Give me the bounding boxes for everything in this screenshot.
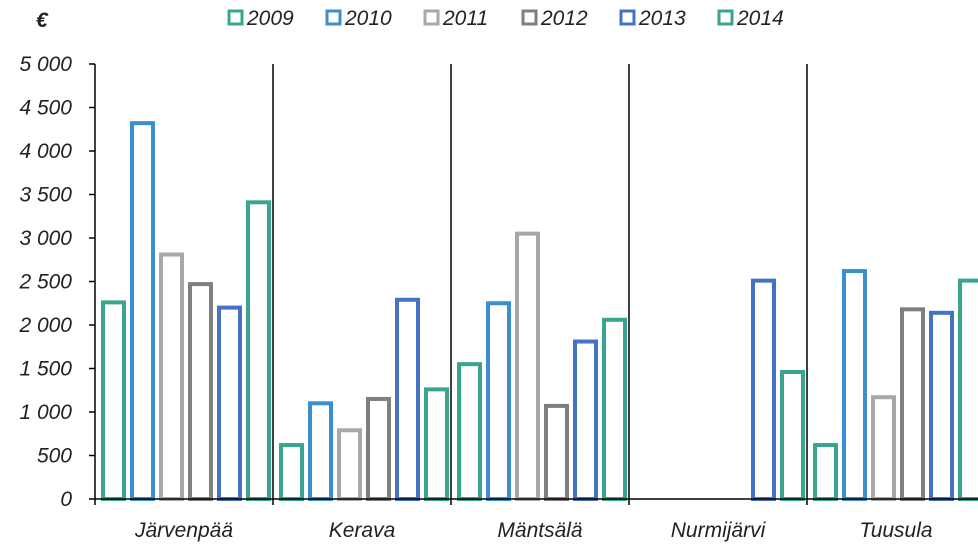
legend-label: 2013	[638, 7, 686, 30]
y-tick-label: 3 000	[19, 227, 72, 250]
bar-2012-kerava	[366, 396, 391, 502]
y-tick-label: 4 500	[19, 97, 72, 120]
bar-2011-kerava	[337, 428, 362, 501]
bar-2012-järvenpää	[188, 282, 213, 501]
x-category-label: Kerava	[329, 519, 396, 542]
bar-2009-kerava	[279, 443, 304, 501]
x-category-label: Järvenpää	[134, 519, 233, 542]
unit-label: €	[36, 9, 49, 32]
y-tick-label: 2 000	[18, 314, 72, 337]
bar-2013-mäntsälä	[573, 339, 598, 501]
bar-2009-järvenpää	[101, 300, 126, 501]
legend-item-2010: 2010	[325, 7, 392, 30]
bar-2011-mäntsälä	[515, 231, 540, 501]
legend-item-2013: 2013	[619, 7, 686, 30]
y-tick-label: 1 000	[19, 401, 72, 424]
bar-2011-järvenpää	[159, 252, 184, 501]
bar-2014-kerava	[424, 387, 449, 502]
bars	[101, 121, 978, 502]
legend-item-2012: 2012	[521, 7, 588, 30]
bar-2009-mäntsälä	[457, 362, 482, 501]
y-axis: 0 500 1 000 1 500 2 000 2 500 3 000 3 500 4 000 4…	[18, 53, 96, 511]
bar-2012-mäntsälä	[544, 403, 569, 501]
y-tick-label: 2 500	[18, 271, 72, 294]
bar-2012-tuusula	[900, 307, 925, 501]
y-tick-label: 4 000	[19, 140, 72, 163]
legend-item-2009: 2009	[227, 7, 294, 30]
y-tick-label: 500	[37, 445, 72, 468]
bar-2011-tuusula	[871, 395, 896, 501]
y-tick-label: 1 500	[19, 358, 72, 381]
bar-2010-tuusula	[842, 269, 867, 501]
bar-2013-nurmijärvi	[751, 278, 776, 501]
legend-label: 2012	[540, 7, 588, 30]
legend-label: 2009	[246, 7, 294, 30]
legend-swatch	[423, 9, 440, 26]
bar-2010-kerava	[308, 401, 333, 501]
legend-swatch	[325, 9, 342, 26]
bar-2009-tuusula	[813, 443, 838, 501]
bar-2010-järvenpää	[130, 121, 155, 501]
x-category-label: Tuusula	[859, 519, 932, 542]
legend-label: 2014	[736, 7, 784, 30]
category-dividers	[272, 64, 808, 505]
bar-2010-mäntsälä	[486, 301, 511, 501]
legend-item-2014: 2014	[717, 7, 784, 30]
y-tick-label: 5 000	[19, 53, 72, 76]
legend: 2009 2010 2011 2012 2013 2014	[227, 7, 784, 30]
bar-2013-tuusula	[929, 310, 954, 501]
legend-item-2011: 2011	[423, 7, 488, 30]
bar-2014-mäntsälä	[602, 317, 627, 501]
bar-2014-nurmijärvi	[780, 369, 805, 502]
legend-swatch	[619, 9, 636, 26]
x-axis: Järvenpää Kerava Mäntsälä Nurmijärvi Tuusula	[94, 498, 978, 542]
bar-2013-kerava	[395, 297, 420, 501]
legend-swatch	[717, 9, 734, 26]
x-category-label: Mäntsälä	[497, 519, 583, 542]
legend-swatch	[227, 9, 244, 26]
y-tick-label: 3 500	[19, 184, 72, 207]
bar-2014-tuusula	[958, 278, 978, 501]
legend-swatch	[521, 9, 538, 26]
x-category-label: Nurmijärvi	[671, 519, 767, 542]
legend-label: 2010	[344, 7, 392, 30]
legend-label: 2011	[442, 7, 488, 30]
bar-2013-järvenpää	[217, 305, 242, 501]
bar-2014-järvenpää	[246, 200, 271, 502]
y-tick-label: 0	[60, 488, 72, 511]
